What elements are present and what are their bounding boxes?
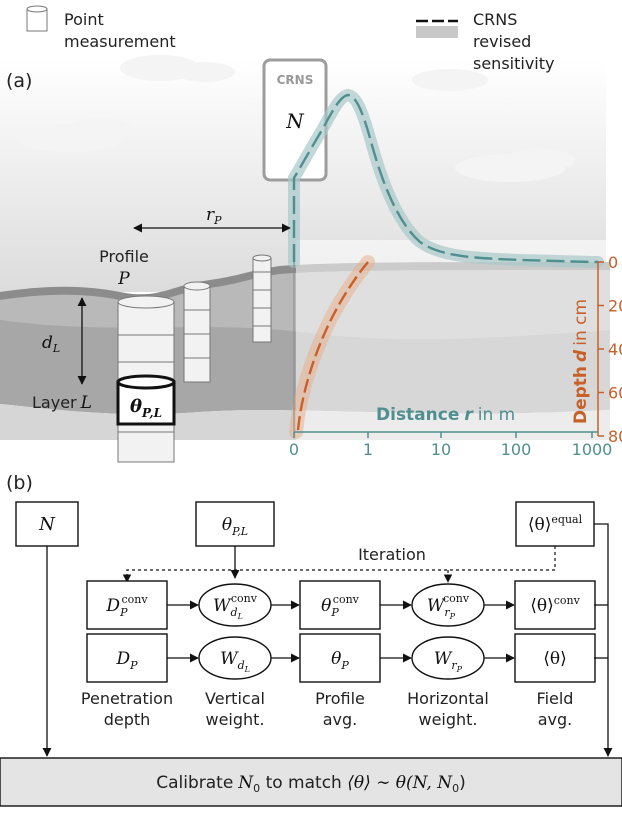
step-caption: weight. (418, 710, 477, 729)
plain-profile-avg-box (299, 633, 381, 683)
theta-PL-label: θP,L (130, 396, 162, 420)
legend-crns-line3: sensitivity (473, 54, 554, 73)
crns-station: CRNS N (262, 58, 328, 182)
distance-tick-label: 0 (289, 440, 299, 459)
N-box (15, 501, 79, 547)
panel-a-label: (a) (6, 70, 32, 92)
step-caption: Vertical (205, 689, 265, 708)
legend-crns-line1: CRNS (473, 10, 517, 29)
step-caption: Penetration (81, 689, 173, 708)
depth-ticks: 0 20 40 60 80 (598, 253, 622, 446)
step-caption: depth (104, 710, 151, 729)
clouds (15, 55, 575, 182)
depth-axis-title: Depthdin cm (571, 299, 591, 424)
legend-crns: CRNS revised sensitivity (416, 10, 554, 73)
legend-point-line1: Point (64, 10, 104, 29)
iteration-label: Iteration (358, 545, 426, 564)
theta-PL-box (195, 501, 275, 547)
step-caption: Profile (315, 689, 365, 708)
conv-horizontal-weight-label: WrPconv (427, 592, 470, 621)
conv-penetration-label: DPconv (105, 593, 148, 619)
conv-profile-avg-box (299, 580, 381, 630)
theta-equal-label: ⟨θ⟩equal (528, 513, 583, 535)
crns-station-N: N (285, 109, 305, 133)
plain-field-avg-label: ⟨θ⟩ (543, 649, 567, 669)
depth-tick-label: 20 (608, 297, 622, 316)
step-caption: Horizontal (407, 689, 489, 708)
distance-tick-label: 1000 (572, 440, 613, 459)
calibrate-box (0, 757, 622, 807)
calibrate-label: Calibrate N0 to match ⟨θ⟩ ∼ θ(N, N0) (156, 773, 466, 795)
depth-tick-label: 40 (608, 340, 622, 359)
plain-penetration-label: DP (115, 649, 138, 672)
profile-symbol: P (117, 269, 130, 289)
layer-L-cylinder: θP,L (116, 374, 176, 426)
legend-point-measurement: Point measurement (26, 5, 176, 51)
distance-tick-label: 1 (363, 440, 373, 459)
layer-label: Layer L (32, 393, 92, 413)
conv-field-avg-label: ⟨θ⟩conv (530, 594, 580, 616)
iteration-loop (122, 546, 556, 583)
crns-station-label: CRNS (277, 73, 314, 87)
N-label: N (38, 514, 56, 535)
depth-tick-label: 60 (608, 384, 622, 403)
legend-crns-line2: revised (473, 32, 531, 51)
dL-label: dL (42, 333, 60, 355)
step-caption: avg. (323, 710, 358, 729)
depth-tick-label: 0 (608, 253, 618, 272)
plain-penetration-box (86, 633, 168, 683)
plain-profile-avg-label: θP (331, 649, 349, 672)
distance-tick-label: 100 (501, 440, 532, 459)
rP-label: rP (206, 205, 222, 227)
step-caption: Field (537, 689, 574, 708)
distance-axis-title: Distance r in m (376, 405, 515, 425)
panel-b: (b) N θP,L ⟨θ⟩equal Iteration DPconv WdLc… (0, 472, 622, 807)
legend-point-line2: measurement (64, 32, 176, 51)
step-captions: Penetration depth Vertical weight. Profile av… (81, 689, 574, 729)
distance-ticks: 0 1 10 100 1000 (289, 432, 612, 459)
plot-area (296, 240, 610, 470)
plain-horizontal-weight-label: WrP (434, 649, 463, 674)
conv-horizontal-weight-node (411, 583, 485, 627)
plain-vertical-weight-label: WdL (220, 649, 250, 674)
step-caption: avg. (538, 710, 573, 729)
plain-field-avg-box (514, 633, 596, 683)
panel-a: θP,L CRNS N 0 20 40 60 80 0 1 10 100 1000 Depthd… (0, 55, 622, 470)
legend-band-swatch (416, 26, 458, 38)
legend: Point measurement CRNS revised sensitivi… (26, 5, 554, 73)
conv-profile-avg-label: θPconv (321, 593, 360, 619)
depth-tick-label: 80 (608, 427, 622, 446)
flow-rows: DPconv WdLconv θPconv WrPconv ⟨θ⟩conv DP WdL θP… (86, 580, 596, 683)
conv-vertical-weight-label: WdLconv (213, 592, 258, 621)
theta-equal-to-calibrate-arrow (594, 523, 613, 757)
distance-tick-label: 10 (431, 440, 451, 459)
conv-vertical-weight-node (198, 583, 272, 627)
sensitivity-curve (292, 93, 599, 264)
panel-b-label: (b) (6, 472, 33, 494)
theta-PL-input-label: θP,L (222, 515, 248, 538)
step-caption: weight. (205, 710, 264, 729)
profile-label: Profile (99, 247, 149, 266)
depth-curve (296, 261, 369, 431)
